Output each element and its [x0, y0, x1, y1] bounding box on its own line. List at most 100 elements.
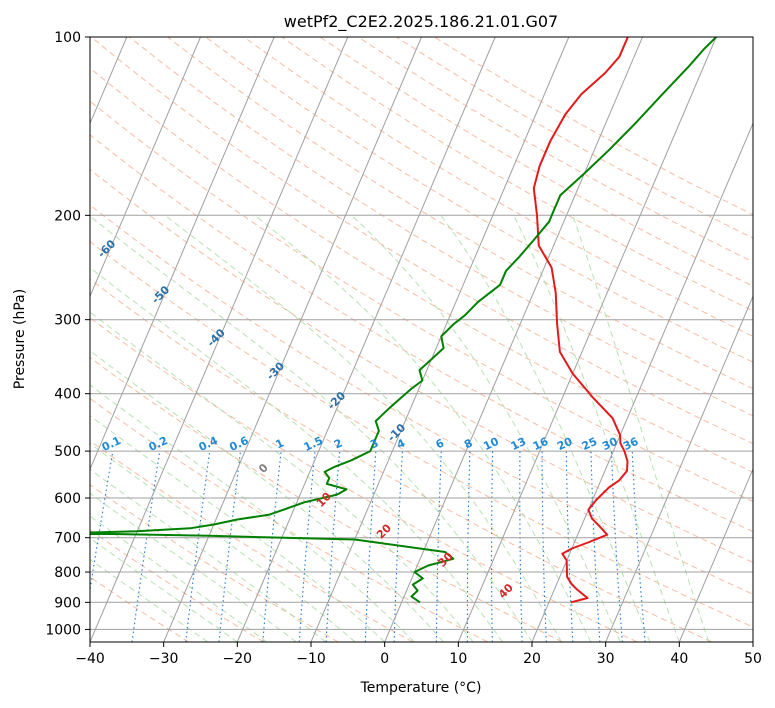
- x-tick-label: 50: [744, 651, 762, 667]
- dry-adiabat-line: [243, 37, 753, 337]
- moist-adiabat-line: [90, 537, 238, 642]
- isotherm-line: [678, 467, 753, 642]
- moist-adiabat-line: [90, 515, 268, 642]
- moist-adiabat-label: 30: [436, 549, 456, 569]
- dry-adiabat-line: [90, 317, 638, 642]
- isotherm-line: [605, 295, 753, 642]
- mixing-ratio-line: [610, 451, 623, 642]
- x-tick-label: 10: [449, 651, 467, 667]
- isotherm-line: [163, 37, 422, 642]
- isotherm-line: [90, 37, 201, 298]
- moist-adiabat-line: [254, 214, 592, 642]
- mixing-ratio-line: [325, 451, 341, 642]
- moist-adiabat-line: [90, 311, 474, 642]
- moist-adiabat-line: [90, 468, 327, 642]
- y-tick-label: 900: [54, 595, 81, 611]
- dry-adiabat-label: -50: [149, 283, 172, 306]
- moist-adiabat-line: [90, 558, 209, 642]
- isotherm-line: [90, 37, 275, 471]
- mixing-ratio-line: [298, 451, 316, 642]
- y-tick-label: 400: [54, 387, 81, 403]
- dry-adiabat-line: [90, 134, 753, 533]
- mixing-ratio-label: 20: [555, 435, 575, 453]
- moist-adiabat-label: 10: [314, 490, 334, 510]
- mixing-ratio-label: 25: [580, 435, 599, 453]
- dry-adiabat-label: -80: [0, 144, 11, 167]
- dry-adiabat-line: [90, 356, 563, 642]
- isotherm-line: [384, 37, 643, 642]
- dry-adiabat-line: [90, 397, 488, 642]
- moist-adiabat-label: 40: [496, 581, 516, 601]
- chart-title: wetPf2_C2E2.2025.186.21.01.G07: [284, 12, 558, 32]
- isotherm-line: [457, 37, 717, 642]
- mixing-ratio-label: 30: [600, 435, 620, 453]
- mixing-ratio-line: [565, 451, 574, 642]
- y-tick-label: 600: [54, 491, 81, 507]
- isotherm-line: [310, 37, 570, 642]
- moist-adiabat-line: [90, 442, 356, 642]
- mixing-ratio-line: [519, 451, 523, 642]
- dry-adiabat-line: [90, 576, 190, 642]
- mixing-ratio-line: [466, 451, 471, 642]
- moist-adiabat-line: [90, 415, 386, 642]
- moist-adiabat-line: [90, 215, 533, 642]
- mixing-ratio-label: 10: [481, 435, 501, 453]
- mixing-ratio-line: [364, 451, 377, 642]
- x-tick-label: −20: [223, 651, 253, 667]
- isotherm-line: [236, 37, 496, 642]
- x-tick-label: −40: [75, 651, 105, 667]
- dry-adiabat-line: [205, 37, 753, 363]
- dry-adiabat-line: [129, 37, 753, 417]
- x-tick-label: −30: [149, 651, 179, 667]
- y-tick-label: 500: [54, 444, 81, 460]
- x-tick-label: 0: [380, 651, 389, 667]
- y-tick-label: 700: [54, 531, 81, 547]
- mixing-ratio-line: [490, 451, 494, 642]
- dewpoint-profile-line: [90, 37, 717, 604]
- mixing-ratio-label: 36: [621, 435, 641, 453]
- x-tick-label: 30: [597, 651, 615, 667]
- temperature-profile-line: [532, 37, 629, 604]
- y-tick-label: 800: [54, 565, 81, 581]
- moist-adiabat-label: 0: [256, 461, 271, 476]
- dry-adiabat-line: [90, 241, 753, 628]
- dry-adiabat-line: [434, 37, 753, 216]
- mixing-ratio-line: [218, 451, 242, 642]
- mixing-ratio-line: [590, 451, 601, 642]
- moist-adiabat-line: [440, 215, 651, 642]
- dry-adiabat-line: [90, 204, 753, 595]
- mixing-ratio-line: [185, 451, 211, 642]
- mixing-ratio-line: [541, 451, 547, 642]
- mixing-ratio-label: 16: [531, 435, 551, 453]
- dry-adiabat-line: [281, 37, 753, 312]
- mixing-ratio-line: [631, 451, 646, 642]
- y-axis-label: Pressure (hPa): [12, 289, 28, 389]
- x-tick-label: 40: [670, 651, 688, 667]
- x-tick-label: −10: [296, 651, 326, 667]
- dry-adiabat-label: -20: [325, 389, 348, 412]
- dry-adiabat-line: [90, 278, 712, 642]
- moist-adiabat-line: [572, 215, 710, 642]
- dry-adiabat-label: -40: [205, 326, 228, 349]
- moist-adiabat-line: [351, 214, 621, 642]
- dry-adiabat-line: [90, 100, 753, 503]
- dry-adiabat-label: -60: [95, 237, 118, 260]
- isotherm-line: [752, 640, 753, 642]
- moist-adiabat-line: [90, 492, 297, 642]
- dry-adiabat-line: [90, 168, 753, 564]
- mixing-ratio-label: 1: [274, 436, 286, 451]
- x-tick-label: 20: [523, 651, 541, 667]
- mixing-ratio-line: [90, 451, 114, 594]
- moist-adiabat-label: 20: [374, 521, 394, 541]
- moist-adiabat-line: [90, 350, 444, 642]
- y-tick-label: 300: [54, 313, 81, 329]
- plot-frame: [89, 36, 754, 643]
- y-tick-label: 1000: [45, 622, 81, 638]
- x-axis-label: Temperature (°C): [360, 680, 482, 696]
- dry-adiabat-line: [90, 37, 753, 445]
- dry-adiabat-line: [90, 484, 339, 642]
- moist-adiabat-line: [164, 214, 562, 642]
- mixing-ratio-line: [435, 451, 442, 642]
- mixing-ratio-line: [262, 451, 282, 642]
